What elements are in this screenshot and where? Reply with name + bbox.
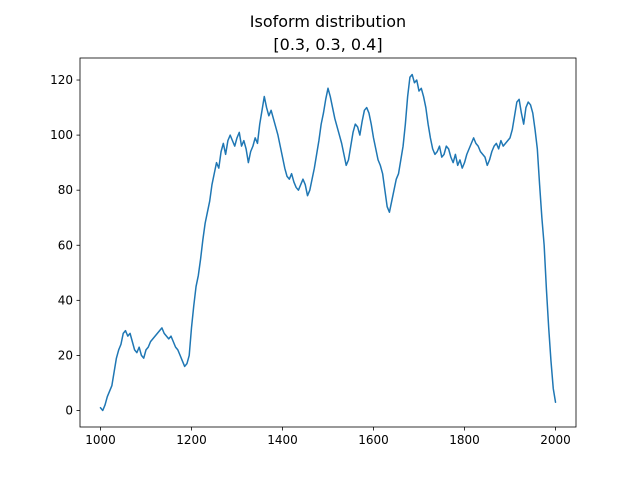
- chart-subtitle: [0.3, 0.3, 0.4]: [273, 35, 382, 54]
- axes-frame: [79, 57, 577, 428]
- series-line: [99, 73, 557, 412]
- y-tick-label: 20: [58, 348, 73, 362]
- plot-area: [99, 73, 557, 412]
- y-tick-label: 80: [58, 183, 73, 197]
- x-tick-label: 1400: [267, 433, 298, 447]
- x-tick-label: 1600: [358, 433, 389, 447]
- y-tick-label: 120: [50, 73, 73, 87]
- chart-title: Isoform distribution: [250, 12, 406, 31]
- x-tick-label: 1800: [449, 433, 480, 447]
- y-tick-label: 60: [58, 238, 73, 252]
- x-axis: 1000 1200 1400 1600 1800 2000: [85, 427, 571, 447]
- y-tick-label: 40: [58, 293, 73, 307]
- y-axis: 0 20 40 60 80 100 120: [50, 73, 80, 417]
- y-tick-label: 100: [50, 128, 73, 142]
- x-tick-label: 1200: [176, 433, 207, 447]
- x-tick-label: 2000: [540, 433, 571, 447]
- x-tick-label: 1000: [85, 433, 116, 447]
- y-tick-label: 0: [65, 403, 73, 417]
